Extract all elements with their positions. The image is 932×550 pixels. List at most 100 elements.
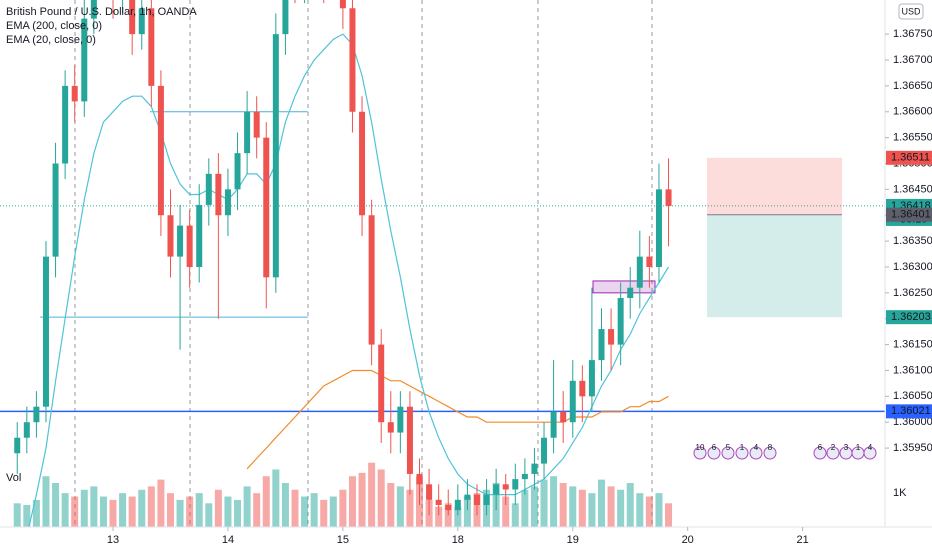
currency-box[interactable] [898,3,924,20]
event-count: 5 [726,443,731,452]
volume-bar [253,493,261,527]
volume-bar [348,476,356,527]
candle-body [608,329,615,345]
event-count: 2 [831,443,836,452]
candle-body [665,189,672,206]
volume-bar [377,469,385,527]
candle-body [71,85,78,102]
event-marker[interactable] [813,446,827,460]
candle-body [454,499,461,511]
candle-body [167,215,174,257]
volume-bar [339,489,347,527]
candle-body [368,215,375,345]
candle-body [62,85,69,164]
volume-bar [521,489,529,527]
price-tag-label: 1.36203 [891,311,931,323]
volume-bar [243,486,251,527]
event-marker[interactable] [721,446,735,460]
event-marker[interactable] [693,446,707,460]
event-marker[interactable] [826,446,840,460]
ema-line [246,369,669,470]
y-tick-label: 1.36350 [893,235,932,247]
y-tick-label: 1.36250 [893,287,932,299]
x-tick-label: 15 [337,534,349,546]
volume-bar [272,469,280,527]
volume-bar [281,483,289,527]
position-stop-zone [707,157,842,215]
price-tag [886,404,932,419]
x-tick-label: 20 [682,534,694,546]
volume-bar [387,483,395,527]
volume-bar [396,486,404,527]
candle-body [445,504,452,511]
volume-bar [597,479,605,527]
volume-bar [99,496,107,527]
candle-body [531,463,538,474]
candle-body [42,256,49,407]
event-marker[interactable] [763,446,777,460]
volume-tick-label: 1K [893,487,907,499]
volume-bar [626,483,634,527]
x-tick-label: 14 [222,534,234,546]
event-count: 4 [754,443,759,452]
candle-body [387,422,394,433]
event-marker[interactable] [863,446,877,460]
event-count: 4 [868,443,873,452]
volume-bar [406,489,414,527]
x-tick-label: 19 [567,534,579,546]
candle-body [406,406,413,474]
volume-bar [157,479,165,527]
event-marker[interactable] [707,446,721,460]
volume-bar [119,493,127,527]
volume-bar [80,489,88,527]
candle-body [493,484,500,495]
candle-body [521,473,528,480]
candle-body [215,173,222,216]
y-tick-label: 1.36000 [893,416,932,428]
price-tag-label: 1.36021 [891,405,931,417]
event-count: 10 [696,443,705,452]
event-marker[interactable] [749,446,763,460]
volume-bar [224,496,232,527]
chart-title: British Pound / U.S. Dollar, 1h, OANDA [6,6,197,18]
candle-body [234,153,241,190]
volume-bar [176,499,184,527]
candle-body [263,137,270,278]
candle-body [579,380,586,397]
candle-body [502,484,509,490]
volume-bar [463,496,471,527]
candle-body [397,406,404,433]
volume-bar [186,496,194,527]
event-count: 1 [856,443,861,452]
legend-entry: EMA (20, close, 0) [6,34,96,46]
event-count: 6 [712,443,717,452]
event-count: 3 [844,443,849,452]
ema-line [28,33,670,527]
candle-body [177,225,184,257]
legend-entry: EMA (200, close, 0) [6,20,102,32]
y-tick-label: 1.36450 [893,183,932,195]
volume-bar [61,493,69,527]
candle-body [129,0,136,35]
candle-body [473,494,480,505]
event-marker[interactable] [735,446,749,460]
candle-body [14,437,21,454]
volume-bar [588,493,596,527]
volume-bar [52,483,60,527]
volume-bar [665,503,673,527]
volume-bar [205,503,213,527]
volume-bar [435,506,443,527]
candle-body [33,406,40,423]
volume-bar [607,486,615,527]
volume-bar [368,462,376,527]
event-count: 8 [768,443,773,452]
candle-body [186,225,193,267]
volume-bar [23,505,31,527]
volume-bar [617,489,625,527]
candle-body [205,173,212,205]
y-tick-label: 1.36100 [893,364,932,376]
event-count: 6 [818,443,823,452]
candle-body [224,189,231,216]
